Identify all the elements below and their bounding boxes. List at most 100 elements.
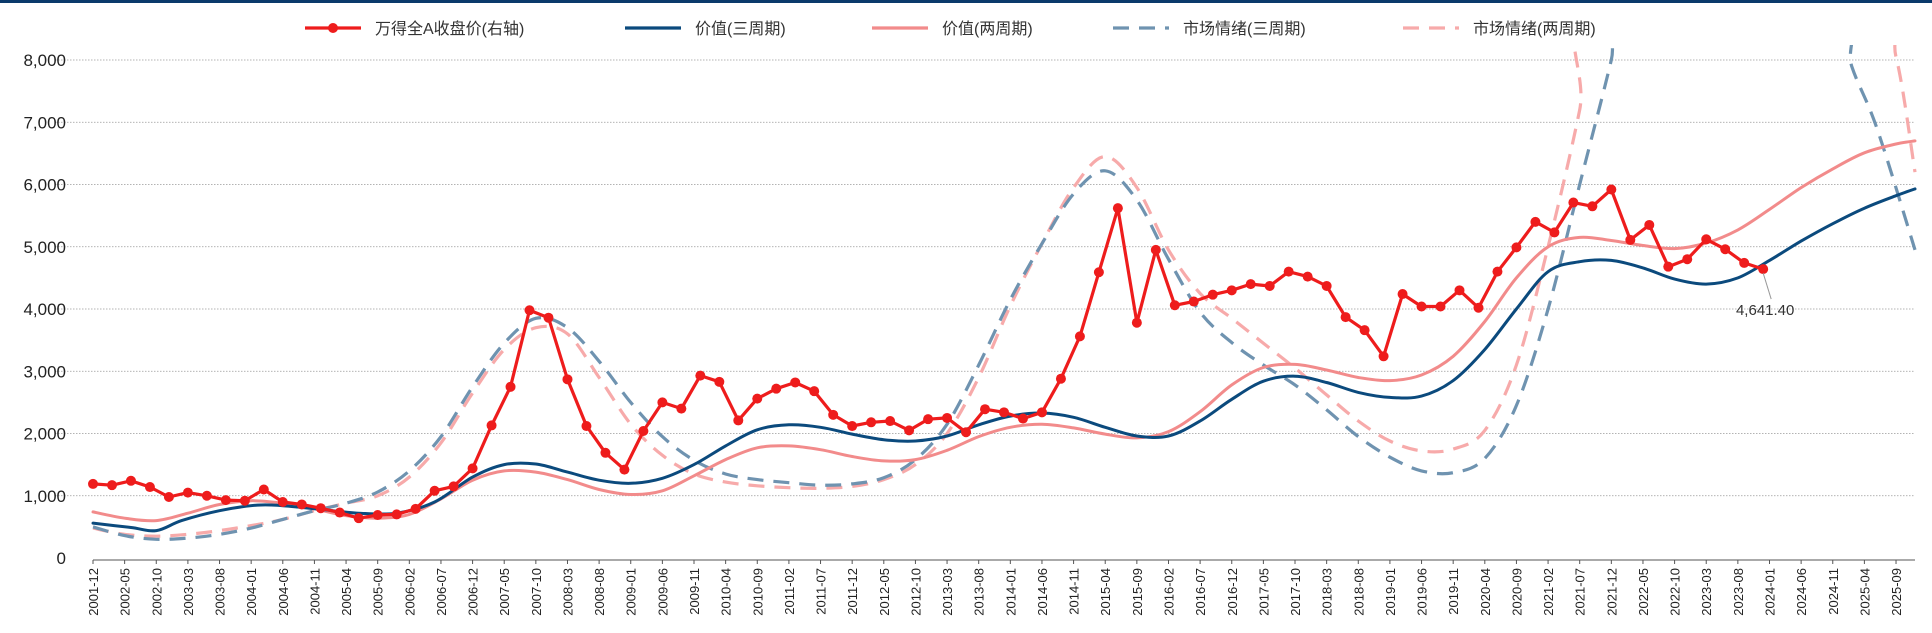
x-tick-label: 2013-08 bbox=[972, 568, 987, 616]
x-tick-label: 2024-06 bbox=[1794, 568, 1809, 616]
data-point bbox=[733, 415, 744, 426]
y-tick-label: 6,000 bbox=[23, 176, 66, 195]
data-point bbox=[1055, 373, 1066, 384]
x-tick-label: 2008-03 bbox=[560, 568, 575, 616]
series-layer bbox=[88, 45, 1917, 541]
x-tick-label: 2023-03 bbox=[1699, 568, 1714, 616]
data-point bbox=[88, 478, 98, 489]
data-point bbox=[1188, 296, 1199, 307]
x-tick-label: 2022-05 bbox=[1636, 568, 1651, 616]
y-axis: 0 1,000 2,000 3,000 4,000 5,000 6,000 7,000 8,00… bbox=[23, 51, 66, 568]
series-line-0 bbox=[91, 187, 1765, 520]
data-point bbox=[885, 416, 896, 427]
y-tick-label: 0 bbox=[57, 549, 66, 568]
x-tick-label: 2004-01 bbox=[244, 568, 259, 616]
data-point bbox=[1530, 216, 1541, 227]
data-point bbox=[619, 464, 630, 475]
data-point bbox=[201, 490, 212, 501]
x-tick-label: 2021-12 bbox=[1604, 568, 1619, 616]
x-tick-label: 2007-10 bbox=[529, 568, 544, 616]
x-tick-label: 2004-11 bbox=[307, 568, 322, 615]
x-tick-label: 2023-08 bbox=[1731, 568, 1746, 616]
annotation-leader bbox=[1762, 272, 1772, 300]
data-point bbox=[391, 509, 402, 520]
y-tick-label: 2,000 bbox=[23, 425, 66, 444]
x-tick-label: 2020-09 bbox=[1509, 568, 1524, 616]
data-point bbox=[1758, 264, 1769, 275]
annotation-layer: 4,641.40 bbox=[1736, 272, 1794, 319]
data-point bbox=[600, 447, 611, 458]
data-point bbox=[1644, 219, 1655, 230]
data-point bbox=[771, 383, 782, 394]
data-point bbox=[334, 507, 345, 518]
data-point bbox=[1587, 201, 1598, 212]
data-point bbox=[239, 495, 250, 506]
legend-label: 市场情绪(三周期) bbox=[1183, 20, 1306, 38]
data-point bbox=[543, 312, 554, 323]
data-point bbox=[1321, 280, 1332, 291]
legend-label: 市场情绪(两周期) bbox=[1473, 20, 1596, 38]
data-point bbox=[1093, 267, 1104, 278]
x-tick-label: 2024-11 bbox=[1826, 568, 1841, 615]
series-line-2 bbox=[91, 139, 1917, 523]
data-point bbox=[980, 404, 991, 415]
data-point bbox=[448, 481, 459, 492]
x-tick-label: 2016-07 bbox=[1193, 568, 1208, 616]
data-point bbox=[1568, 197, 1579, 208]
data-point bbox=[1112, 203, 1123, 214]
data-point bbox=[866, 417, 877, 428]
data-point bbox=[676, 403, 687, 414]
x-tick-label: 2005-09 bbox=[371, 568, 386, 616]
x-tick-label: 2014-11 bbox=[1067, 568, 1082, 615]
data-point bbox=[942, 412, 953, 423]
legend-label: 价值(三周期) bbox=[695, 20, 786, 38]
data-point bbox=[999, 407, 1009, 418]
data-point bbox=[467, 463, 478, 474]
y-tick-label: 1,000 bbox=[23, 487, 66, 506]
top-accent-bar bbox=[0, 0, 1932, 3]
data-point bbox=[657, 397, 668, 408]
x-tick-label: 2007-05 bbox=[497, 568, 512, 616]
x-tick-label: 2022-10 bbox=[1668, 568, 1683, 616]
legend: 万得全A收盘价(右轴) 价值(三周期) 价值(两周期) 市场情绪(三周期) 市场情绪(两… bbox=[305, 19, 1596, 38]
data-point bbox=[353, 513, 364, 524]
y-tick-label: 7,000 bbox=[23, 113, 66, 132]
x-tick-label: 2001-12 bbox=[86, 568, 101, 616]
data-point bbox=[1682, 254, 1693, 265]
x-tick-label: 2006-02 bbox=[402, 568, 417, 616]
data-point bbox=[1264, 280, 1275, 291]
data-point bbox=[1036, 407, 1047, 418]
data-point bbox=[1416, 301, 1427, 312]
x-tick-label: 2011-02 bbox=[782, 568, 797, 615]
data-point bbox=[809, 386, 820, 397]
series-line-1 bbox=[91, 187, 1917, 533]
x-tick-label: 2021-02 bbox=[1541, 568, 1556, 616]
series-line-3 bbox=[92, 45, 1917, 541]
x-tick-label: 2015-09 bbox=[1130, 568, 1145, 616]
data-point bbox=[1701, 234, 1712, 245]
x-tick-label: 2014-01 bbox=[1003, 568, 1018, 616]
x-tick-label: 2020-04 bbox=[1478, 568, 1493, 616]
x-tick-label: 2011-07 bbox=[814, 568, 829, 615]
data-point bbox=[1302, 271, 1313, 282]
data-point bbox=[1473, 302, 1484, 313]
data-point bbox=[315, 503, 326, 514]
x-tick-label: 2002-05 bbox=[118, 568, 133, 616]
data-point bbox=[1663, 261, 1674, 272]
data-point bbox=[1454, 285, 1465, 296]
x-tick-label: 2019-01 bbox=[1383, 568, 1398, 616]
x-tick-label: 2014-06 bbox=[1035, 568, 1050, 616]
y-tick-label: 8,000 bbox=[23, 51, 66, 70]
data-point bbox=[125, 475, 136, 486]
data-point bbox=[638, 426, 649, 437]
data-point bbox=[524, 305, 535, 316]
data-point bbox=[1492, 266, 1503, 277]
data-point bbox=[752, 393, 763, 404]
legend-label: 价值(两周期) bbox=[942, 20, 1033, 38]
data-point bbox=[1150, 244, 1161, 255]
y-tick-label: 3,000 bbox=[23, 362, 66, 381]
x-tick-label: 2003-08 bbox=[213, 568, 228, 616]
data-point bbox=[296, 499, 307, 510]
data-point bbox=[961, 427, 972, 438]
